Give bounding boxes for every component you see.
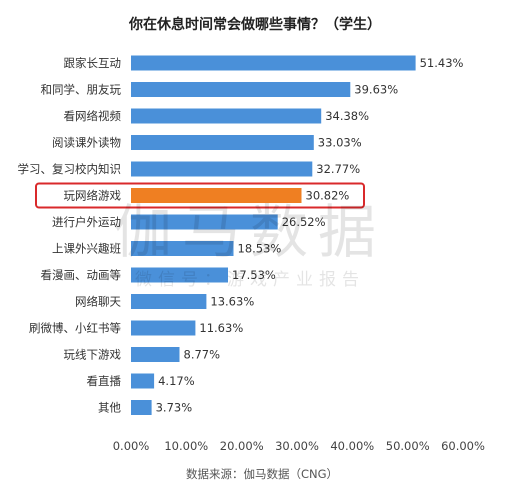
- bar-6: [131, 188, 302, 203]
- value-label: 13.63%: [210, 295, 254, 309]
- watermark-sub: 微信号：游戏产业报告: [135, 270, 365, 290]
- x-tick-label: 40.00%: [330, 439, 374, 453]
- value-label: 34.38%: [325, 109, 369, 123]
- value-label: 8.77%: [184, 348, 221, 362]
- x-tick-label: 20.00%: [220, 439, 264, 453]
- highlight-box: [35, 182, 365, 209]
- bar-5: [131, 161, 313, 177]
- bar-12: [131, 347, 180, 362]
- value-label: 39.63%: [354, 83, 398, 97]
- bar-3: [131, 108, 322, 124]
- category-label: 上课外兴趣班: [52, 242, 121, 256]
- value-label: 33.03%: [318, 136, 362, 150]
- bar-9: [131, 267, 228, 283]
- bar-11: [131, 320, 196, 336]
- bar-13: [131, 373, 155, 389]
- value-label: 26.52%: [282, 215, 326, 229]
- x-tick-label: 0.00%: [113, 439, 150, 453]
- bar-14: [131, 400, 152, 415]
- bar-8: [131, 241, 234, 256]
- chart-title: 你在休息时间常会做哪些事情？（学生）: [128, 16, 381, 33]
- category-label: 玩线下游戏: [64, 348, 122, 362]
- category-label: 看直播: [87, 374, 122, 388]
- category-label: 进行户外运动: [52, 215, 121, 229]
- bar-7: [131, 214, 278, 230]
- watermark: 伽马数据 微信号：游戏产业报告: [114, 198, 386, 290]
- category-label: 阅读课外读物: [52, 136, 121, 150]
- category-label: 看漫画、动画等: [41, 268, 122, 282]
- bar-2: [131, 82, 351, 97]
- value-label: 17.53%: [232, 268, 276, 282]
- value-label: 3.73%: [156, 401, 193, 415]
- source-note: 数据来源：伽马数据（CNG）: [186, 467, 338, 481]
- category-label: 和同学、朋友玩: [41, 83, 122, 97]
- value-label: 11.63%: [199, 321, 243, 335]
- bar-1: [131, 55, 416, 71]
- category-label: 跟家长互动: [64, 56, 122, 70]
- watermark-main: 伽马数据: [114, 198, 386, 266]
- value-label: 30.82%: [306, 189, 350, 203]
- value-label: 18.53%: [238, 242, 282, 256]
- x-tick-label: 10.00%: [164, 439, 208, 453]
- bar-10: [131, 294, 207, 309]
- category-label: 学习、复习校内知识: [18, 162, 122, 176]
- labels-layer: 跟家长互动 51.43% 和同学、朋友玩 39.63% 看网络视频 34.38% 阅读课外读…: [18, 56, 464, 415]
- category-label: 玩网络游戏: [64, 189, 122, 203]
- x-tick-label: 50.00%: [386, 439, 430, 453]
- value-label: 51.43%: [420, 56, 464, 70]
- category-label: 看网络视频: [64, 109, 122, 123]
- category-label: 其他: [98, 401, 121, 415]
- bars-layer: [131, 55, 416, 415]
- bar-4: [131, 135, 314, 150]
- x-tick-label: 60.00%: [441, 439, 485, 453]
- value-label: 4.17%: [158, 374, 195, 388]
- category-label: 刷微博、小红书等: [29, 321, 121, 335]
- value-label: 32.77%: [316, 162, 360, 176]
- category-label: 网络聊天: [75, 295, 121, 309]
- x-axis-ticks: 0.00% 10.00% 20.00% 30.00% 40.00% 50.00% 60.00…: [113, 439, 485, 453]
- x-tick-label: 30.00%: [275, 439, 319, 453]
